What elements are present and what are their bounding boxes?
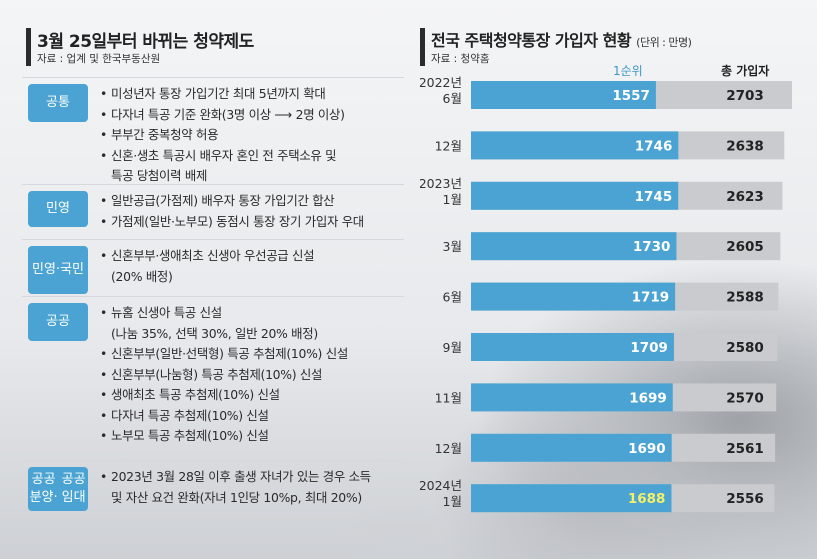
policy-item: 생애최초 특공 추첨제(10%) 신설 [100, 385, 404, 406]
policy-section: 공통 미성년자 통장 가입기간 최대 5년까지 확대다자녀 특공 기준 완화(3명… [22, 77, 404, 184]
policy-item: 다자녀 특공 기준 완화(3명 이상 ⟶ 2명 이상) [100, 105, 404, 126]
first-priority-bar [471, 282, 676, 311]
category-tick-label: 12월 [435, 441, 462, 456]
first-priority-bar [471, 484, 672, 513]
policy-item-list: 미성년자 통장 가입기간 최대 5년까지 확대다자녀 특공 기준 완화(3명 이… [100, 84, 404, 187]
policy-item-list: 일반공급(가점제) 배우자 통장 가입기간 합산가점제(일반·노부모) 동점시 … [100, 191, 404, 232]
policy-item: 뉴홈 신생아 특공 신설 [100, 303, 404, 324]
first-priority-value-label: 1730 [633, 239, 671, 255]
total-value-label: 2703 [726, 88, 764, 104]
policy-item-list: 뉴홈 신생아 특공 신설(나눔 35%, 선택 30%, 일반 20% 배정) 신… [100, 303, 404, 447]
legend-total-subscribers: 총 가입자 [721, 64, 770, 78]
first-priority-bar [471, 181, 679, 210]
policy-item: (20% 배정) [111, 268, 173, 284]
total-value-label: 2638 [726, 138, 764, 154]
policy-item-list: 2023년 3월 28일 이후 출생 자녀가 있는 경우 소득및 자산 요건 완… [100, 467, 404, 508]
category-badge-label: 민영· [32, 262, 61, 278]
category-tick-label: 3월 [443, 239, 462, 254]
first-priority-bar [471, 131, 679, 160]
first-priority-bar [471, 232, 677, 261]
category-badge-label: 공공 [46, 314, 70, 330]
category-badge: 민영 [28, 191, 88, 227]
category-badge-label: 공통 [46, 95, 70, 111]
category-badge: 공공분양· 공공임대 [28, 467, 88, 511]
policy-item: 노부모 특공 추첨제(10%) 신설 [100, 426, 404, 447]
total-value-label: 2588 [726, 290, 764, 306]
total-value-label: 2561 [726, 441, 764, 457]
chart-source: 자료 : 청약홈 [431, 53, 490, 65]
category-badge: 공통 [28, 84, 88, 122]
policy-section: 민영 일반공급(가점제) 배우자 통장 가입기간 합산가점제(일반·노부모) 동점… [22, 184, 404, 239]
category-badge-label: 국민 [60, 262, 84, 278]
category-tick-label: 2022년 [420, 75, 462, 90]
first-priority-value-label: 1746 [635, 138, 673, 154]
total-value-label: 2605 [726, 239, 764, 255]
legend-first-priority: 1순위 [613, 64, 643, 78]
total-value-label: 2556 [726, 491, 764, 507]
category-badge-label: 공공분양· [29, 472, 58, 505]
first-priority-value-label: 1690 [628, 441, 666, 457]
policy-item: 신혼부부(일반·선택형) 특공 추첨제(10%) 신설 [100, 344, 404, 365]
chart-unit: (단위 : 만명) [636, 36, 692, 49]
first-priority-value-label: 1745 [635, 189, 673, 205]
first-priority-bar [471, 383, 673, 412]
policy-title: 3월 25일부터 바뀌는 청약제도 [37, 32, 254, 52]
policy-item: (나눔 35%, 선택 30%, 일반 20% 배정) [111, 325, 318, 341]
policy-section: 공공분양·공공임대 2023년 3월 28일 이후 출생 자녀가 있는 경우 소득… [22, 460, 404, 518]
chart-title: 전국 주택청약통장 가입자 현황 (단위 : 만명) [431, 27, 692, 51]
policy-item: 및 자산 요건 완화(자녀 1인당 10%p, 최대 20%) [111, 489, 362, 505]
first-priority-value-label: 1688 [628, 491, 666, 507]
title-accent-bar [26, 28, 31, 66]
policy-source: 자료 : 업계 및 한국부동산원 [37, 53, 161, 65]
policy-section: 공공 뉴홈 신생아 특공 신설(나눔 35%, 선택 30%, 일반 20% 배정… [22, 296, 404, 460]
category-tick-label: 2024년 [420, 478, 462, 493]
category-badge: 민영· 국민 [28, 246, 88, 294]
first-priority-bar [471, 333, 674, 361]
category-badge: 공공 [28, 303, 88, 341]
first-priority-value-label: 1709 [630, 340, 668, 356]
category-tick-label: 6월 [443, 91, 462, 106]
category-tick-label: 6월 [443, 290, 462, 305]
total-value-label: 2580 [726, 340, 764, 356]
policy-item: 신혼부부·생애최초 신생아 우선공급 신설 [100, 246, 404, 267]
policy-item: 미성년자 통장 가입기간 최대 5년까지 확대 [100, 84, 404, 105]
category-tick-label: 1월 [443, 192, 462, 207]
category-tick-label: 2023년 [420, 176, 462, 191]
category-tick-label: 11월 [435, 390, 462, 405]
policy-item: 2023년 3월 28일 이후 출생 자녀가 있는 경우 소득 [100, 467, 404, 488]
first-priority-value-label: 1699 [629, 390, 667, 406]
policy-item: 특공 당첨이력 배제 [111, 168, 208, 183]
total-value-label: 2623 [726, 189, 764, 205]
policy-changes-panel: 3월 25일부터 바뀌는 청약제도 자료 : 업계 및 한국부동산원 공통 미성년… [22, 0, 404, 559]
policy-item: 신혼·생초 특공시 배우자 혼인 전 주택소유 및 [100, 146, 404, 167]
policy-item: 가점제(일반·노부모) 동점시 통장 장기 가입자 우대 [100, 212, 404, 233]
category-badge-label: 공공임대 [61, 472, 86, 505]
chart-title-accent-bar [420, 28, 425, 66]
first-priority-value-label: 1719 [632, 290, 670, 306]
category-tick-label: 12월 [435, 138, 462, 153]
first-priority-bar [471, 433, 672, 462]
policy-item-list: 신혼부부·생애최초 신생아 우선공급 신설(20% 배정) [100, 246, 404, 287]
category-tick-label: 1월 [443, 494, 462, 509]
policy-item: 부부간 중복청약 허용 [100, 125, 404, 146]
chart-title-text: 전국 주택청약통장 가입자 현황 [431, 31, 632, 50]
first-priority-value-label: 1557 [612, 88, 650, 104]
subscribers-chart-panel: 전국 주택청약통장 가입자 현황 (단위 : 만명) 자료 : 청약홈 1순위 … [420, 0, 817, 559]
policy-item: 일반공급(가점제) 배우자 통장 가입기간 합산 [100, 191, 404, 212]
category-tick-label: 9월 [443, 340, 462, 355]
policy-item: 다자녀 특공 추첨제(10%) 신설 [100, 406, 404, 427]
policy-section: 민영·국민 신혼부부·생애최초 신생아 우선공급 신설(20% 배정) [22, 239, 404, 296]
first-priority-bar [471, 81, 656, 109]
category-badge-label: 민영 [46, 201, 70, 217]
total-value-label: 2570 [726, 390, 764, 406]
policy-item: 신혼부부(나눔형) 특공 추첨제(10%) 신설 [100, 365, 404, 386]
